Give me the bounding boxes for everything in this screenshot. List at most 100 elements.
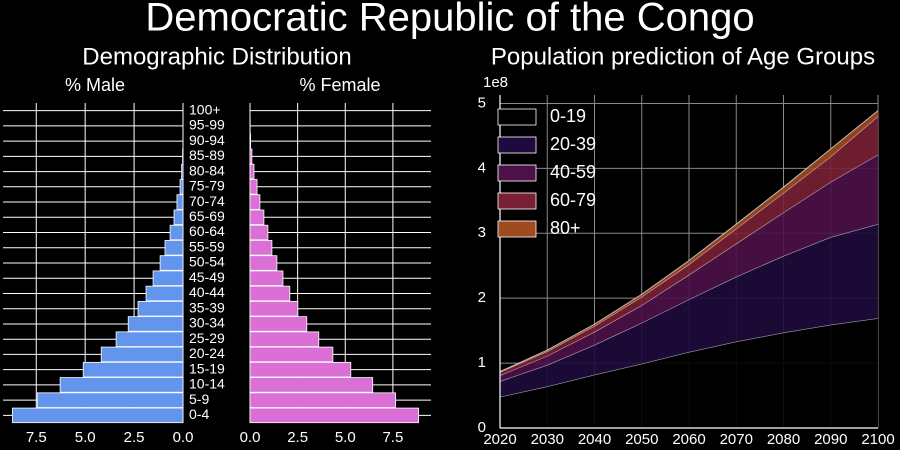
bar	[169, 224, 184, 241]
chart-title: Demographic Distribution	[82, 43, 351, 70]
y-tick-label: 75-79	[189, 178, 225, 194]
x-tick-label: 2090	[814, 431, 847, 448]
bar	[159, 255, 184, 271]
bar	[249, 361, 352, 378]
bar	[249, 255, 278, 271]
legend-swatch	[497, 136, 537, 154]
y-tick-label: 0-4	[189, 406, 209, 422]
area	[500, 154, 878, 382]
y-tick-label: 85-89	[189, 147, 225, 163]
bar	[145, 285, 184, 302]
bar	[249, 346, 334, 363]
legend-label: 20-39	[550, 134, 596, 154]
y-tick-label: 1	[478, 354, 486, 371]
y-tick-label: 95-99	[189, 117, 225, 133]
bar	[249, 407, 420, 424]
legend-swatch	[497, 164, 537, 182]
area	[500, 224, 878, 397]
bar	[249, 148, 253, 165]
y-tick-label: 3	[478, 224, 486, 241]
bar	[249, 331, 320, 347]
x-tick-label: 7.5	[26, 429, 47, 446]
bar	[11, 407, 184, 424]
y-tick-label: 35-39	[189, 299, 225, 315]
y-tick-label: 45-49	[189, 269, 225, 285]
y-tick-label: 70-74	[189, 193, 225, 209]
x-tick-label: 2070	[720, 431, 753, 448]
bar	[249, 179, 258, 195]
x-tick-label: 2040	[578, 431, 611, 448]
legend-label: 0-19	[550, 106, 586, 126]
legend-label: 40-59	[550, 162, 596, 182]
panel-label: % Female	[299, 75, 380, 95]
y-tick-label: 40-44	[189, 284, 225, 300]
y-tick-label: 25-29	[189, 330, 225, 346]
y-tick-label: 80-84	[189, 162, 225, 178]
bar	[176, 194, 184, 210]
y-tick-label: 2	[478, 289, 486, 306]
bar	[249, 270, 284, 286]
panel-label: % Male	[65, 75, 125, 95]
legend-label: 80+	[550, 218, 581, 238]
bar	[249, 392, 396, 408]
legend-swatch	[497, 220, 537, 238]
legend-label: 60-79	[550, 190, 596, 210]
y-tick-label: 4	[478, 159, 486, 176]
bar	[137, 300, 184, 317]
bar	[82, 361, 184, 378]
y-tick-label: 50-54	[189, 254, 225, 270]
y-tick-label: 5	[478, 94, 486, 111]
bar	[100, 346, 184, 363]
bar	[249, 194, 261, 210]
y-tick-label: 20-24	[189, 345, 225, 361]
x-tick-label: 2.5	[287, 429, 308, 446]
y-tick-label: 100+	[189, 101, 221, 117]
bar	[173, 209, 184, 226]
bar	[249, 133, 251, 149]
x-tick-label: 0.0	[173, 429, 194, 446]
bar	[249, 316, 308, 332]
figure-title: Democratic Republic of the Congo	[145, 0, 754, 40]
y-tick-label: 30-34	[189, 315, 225, 331]
chart-title: Population prediction of Age Groups	[491, 43, 875, 70]
y-tick-label: 90-94	[189, 132, 225, 148]
legend-swatch	[497, 108, 537, 126]
x-tick-label: 5.0	[75, 429, 96, 446]
x-tick-label: 2050	[625, 431, 658, 448]
x-tick-label: 2030	[531, 431, 564, 448]
axis-offset-label: 1e8	[483, 74, 508, 91]
y-tick-label: 65-69	[189, 208, 225, 224]
bar	[249, 209, 265, 226]
bar	[127, 316, 184, 332]
bar	[249, 240, 273, 256]
x-tick-label: 0.0	[240, 429, 261, 446]
x-tick-label: 5.0	[335, 429, 356, 446]
bar	[164, 240, 184, 256]
bar	[249, 300, 299, 317]
y-tick-label: 55-59	[189, 238, 225, 254]
bar	[179, 179, 184, 195]
x-tick-label: 2100	[861, 431, 894, 448]
area	[500, 318, 878, 428]
bar	[249, 377, 374, 393]
x-tick-label: 2080	[767, 431, 800, 448]
area-edge	[499, 110, 879, 372]
y-tick-label: 0	[478, 419, 486, 436]
bar	[115, 331, 184, 347]
bar	[152, 270, 184, 286]
x-tick-label: 2020	[483, 431, 516, 448]
bar	[36, 392, 184, 408]
y-tick-label: 10-14	[189, 376, 225, 392]
y-tick-label: 60-64	[189, 223, 225, 239]
bar	[249, 224, 269, 241]
bar	[59, 377, 184, 393]
bar	[181, 163, 184, 180]
x-tick-label: 2060	[672, 431, 705, 448]
x-tick-label: 7.5	[382, 429, 403, 446]
bar	[249, 285, 291, 302]
y-tick-label: 15-19	[189, 360, 225, 376]
x-tick-label: 2.5	[124, 429, 145, 446]
y-tick-label: 5-9	[189, 391, 209, 407]
legend-swatch	[497, 192, 537, 210]
